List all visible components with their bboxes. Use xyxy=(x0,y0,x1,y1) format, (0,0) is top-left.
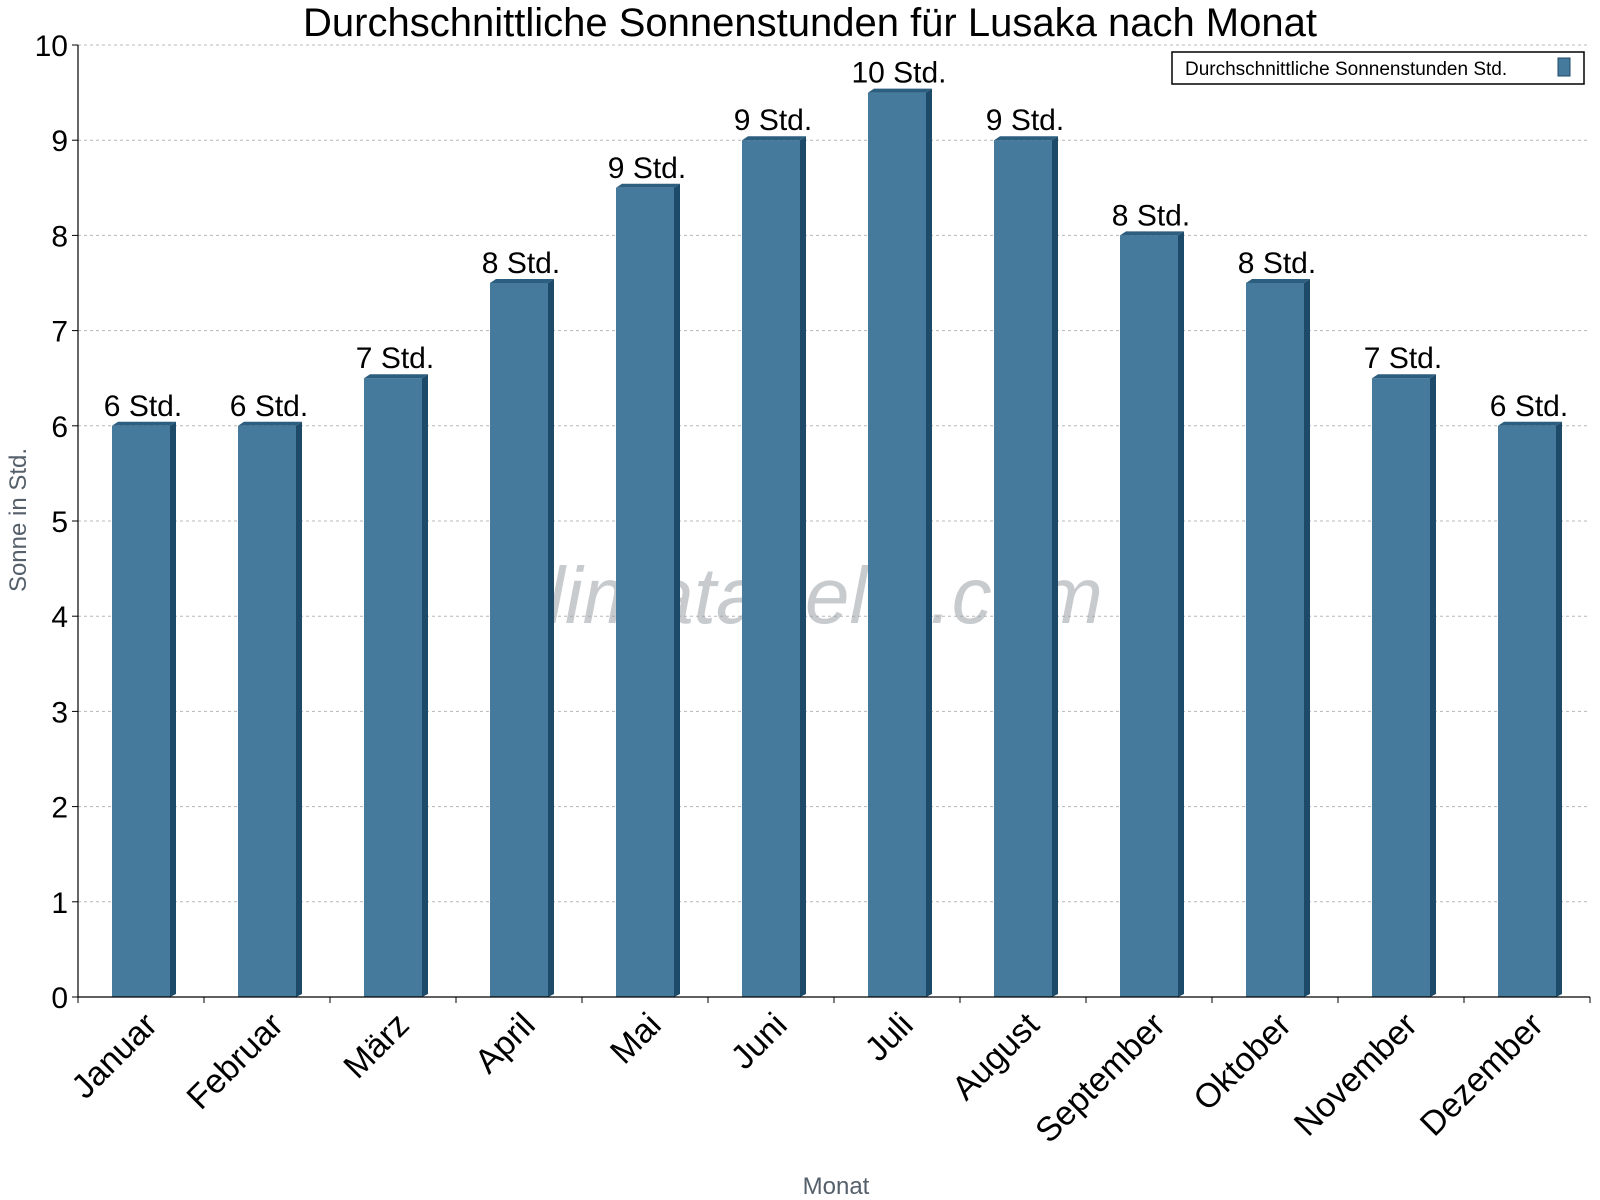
bar-side xyxy=(422,374,428,997)
bar xyxy=(238,421,302,997)
x-axis-ticks: Januar Februar März April Mai Juni Juli AugustS… xyxy=(64,997,1591,1150)
bar xyxy=(364,374,428,997)
bar-front xyxy=(1372,378,1430,997)
bar-side xyxy=(548,279,554,997)
bar-side xyxy=(1304,279,1310,997)
bar-top xyxy=(1372,374,1436,379)
x-tick-label: Oktober xyxy=(1186,1006,1298,1118)
bar-top xyxy=(1120,231,1184,236)
data-label: 9 Std. xyxy=(734,104,812,137)
bar xyxy=(868,88,932,998)
x-tick-label: August xyxy=(945,1005,1047,1107)
bar-side xyxy=(296,421,302,997)
bar-top xyxy=(616,183,680,188)
bar-side xyxy=(1052,136,1058,997)
bar-top xyxy=(1498,421,1562,426)
bar xyxy=(1372,374,1436,997)
bar-side xyxy=(674,183,680,998)
data-label: 8 Std. xyxy=(1112,199,1190,232)
y-tick-label: 8 xyxy=(51,220,68,253)
grid-lines xyxy=(78,44,1590,903)
bar xyxy=(994,136,1058,997)
bar-side xyxy=(1556,421,1562,997)
x-tick-label: Juni xyxy=(724,1006,795,1077)
y-tick-label: 4 xyxy=(51,601,68,634)
y-tick-label: 10 xyxy=(35,30,68,63)
y-axis-ticks: 0 1 2 3 4 5 6 7 8 9 10 xyxy=(35,30,78,1015)
bar-side xyxy=(800,136,806,997)
bars xyxy=(112,88,1562,998)
bar-top xyxy=(490,279,554,283)
bar xyxy=(112,421,176,997)
bar-front xyxy=(1498,425,1556,997)
x-tick-label: Juli xyxy=(858,1006,921,1069)
bar-front xyxy=(1246,283,1304,997)
bar-top xyxy=(742,136,806,141)
bar-side xyxy=(926,88,932,998)
y-tick-label: 0 xyxy=(51,982,68,1015)
data-label: 10 Std. xyxy=(851,57,946,90)
data-label: 8 Std. xyxy=(482,247,560,280)
bar-front xyxy=(112,425,170,997)
x-axis-label: Monat xyxy=(803,1173,870,1200)
y-axis-label: Sonne in Std. xyxy=(5,448,32,592)
bar-top xyxy=(868,88,932,93)
x-tick-label: September xyxy=(1028,1006,1172,1150)
legend-swatch xyxy=(1557,57,1571,77)
bar-front xyxy=(364,378,422,997)
bar-top xyxy=(112,421,176,426)
bar xyxy=(616,183,680,998)
bar-front xyxy=(238,425,296,997)
bar-side xyxy=(1178,231,1184,997)
bar-front xyxy=(994,140,1052,997)
data-label: 7 Std. xyxy=(1364,342,1442,375)
x-tick-label: Januar xyxy=(64,1006,164,1106)
y-tick-label: 7 xyxy=(51,316,68,349)
bar-side xyxy=(170,421,176,997)
data-labels: 6 Std. 6 Std. 7 Std. 8 Std. 9 Std. 9 Std. 10 S… xyxy=(104,57,1568,423)
bar-front xyxy=(616,187,674,998)
legend-label: Durchschnittliche Sonnenstunden Std. xyxy=(1185,59,1507,80)
data-label: 9 Std. xyxy=(986,104,1064,137)
bar xyxy=(742,136,806,997)
y-tick-label: 9 xyxy=(51,125,68,158)
x-tick-label: Mai xyxy=(603,1006,669,1072)
legend: Durchschnittliche Sonnenstunden Std. xyxy=(1171,51,1585,85)
bar-top xyxy=(1246,279,1310,283)
chart-title: Durchschnittliche Sonnenstunden für Lusa… xyxy=(303,1,1317,45)
bar-front xyxy=(490,283,548,997)
bar xyxy=(1120,231,1184,997)
y-tick-label: 5 xyxy=(51,506,68,539)
bar-side xyxy=(1430,374,1436,997)
legend-box xyxy=(1171,51,1585,85)
bar-front xyxy=(742,140,800,997)
data-label: 6 Std. xyxy=(1490,390,1568,423)
data-label: 9 Std. xyxy=(608,152,686,185)
bar xyxy=(1498,421,1562,997)
data-label: 7 Std. xyxy=(356,342,434,375)
x-tick-label: März xyxy=(336,1006,416,1086)
bar-top xyxy=(238,421,302,426)
data-label: 6 Std. xyxy=(230,390,308,423)
y-tick-label: 2 xyxy=(51,792,68,825)
x-tick-label: Dezember xyxy=(1413,1006,1551,1144)
bar xyxy=(490,279,554,997)
x-tick-label: November xyxy=(1287,1006,1425,1144)
x-tick-label: Februar xyxy=(180,1006,291,1117)
bar-front xyxy=(1120,235,1178,997)
bar-front xyxy=(868,92,926,998)
x-tick-label: April xyxy=(468,1006,543,1081)
bar xyxy=(1246,279,1310,997)
y-tick-label: 1 xyxy=(51,887,68,920)
data-label: 6 Std. xyxy=(104,390,182,423)
bar-top xyxy=(994,136,1058,141)
bar-top xyxy=(364,374,428,379)
y-tick-label: 3 xyxy=(51,696,68,729)
data-label: 8 Std. xyxy=(1238,247,1316,280)
y-tick-label: 6 xyxy=(51,411,68,444)
